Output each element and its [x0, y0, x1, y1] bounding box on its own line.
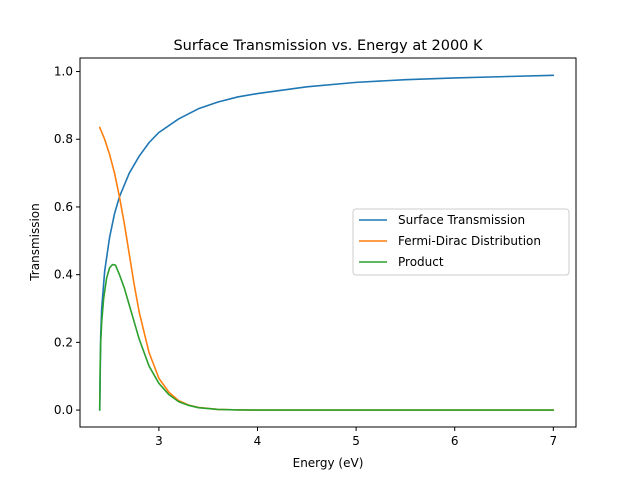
legend: Surface Transmission Fermi-Dirac Distribu… — [352, 208, 570, 276]
plot-frame — [79, 57, 577, 428]
series-line-1 — [98, 74, 555, 411]
y-tick-label: 0.2 — [54, 335, 73, 349]
chart-title: Surface Transmission vs. Energy at 2000 … — [173, 38, 483, 54]
x-tick-label: 5 — [352, 434, 360, 448]
x-tick-label: 4 — [254, 434, 262, 448]
legend-entry-label: Product — [398, 255, 444, 269]
y-tick-label: 0.8 — [54, 132, 73, 146]
x-tick-label: 3 — [155, 434, 163, 448]
y-tick-label: 0.0 — [54, 403, 73, 417]
x-axis-ticks: 3 4 5 6 7 — [155, 427, 557, 448]
x-axis-label: Energy (eV) — [293, 456, 364, 470]
series-layer — [98, 74, 555, 411]
series-line-3 — [98, 263, 555, 411]
y-tick-label: 0.6 — [54, 200, 73, 214]
y-tick-label: 0.4 — [54, 268, 73, 282]
legend-entry-label: Fermi-Dirac Distribution — [398, 234, 541, 248]
y-axis-ticks: 0.0 0.2 0.4 0.6 0.8 1.0 — [54, 65, 80, 417]
x-tick-label: 7 — [549, 434, 557, 448]
plot-area — [79, 57, 577, 428]
x-tick-label: 6 — [451, 434, 459, 448]
legend-box — [352, 208, 570, 276]
y-axis-label: Transmission — [28, 203, 42, 282]
legend-entry-label: Surface Transmission — [398, 213, 525, 227]
y-tick-label: 1.0 — [54, 65, 73, 79]
